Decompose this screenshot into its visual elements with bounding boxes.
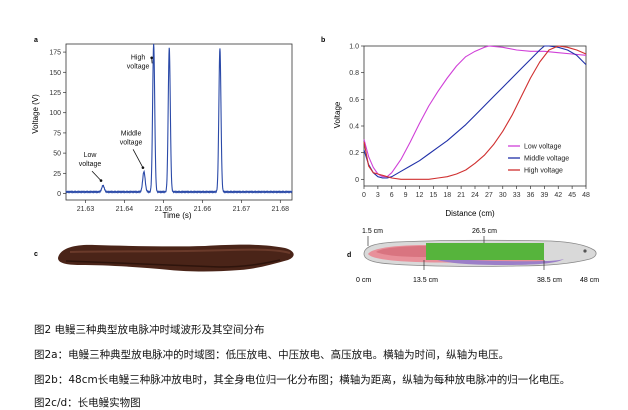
- x-tick-label-b: 9: [404, 192, 408, 199]
- y-axis-label-b: Voltage: [333, 101, 342, 128]
- y-tick-label-a: 0: [57, 191, 61, 198]
- panel-label-c: c: [34, 251, 38, 258]
- annotation-arrow: [92, 171, 101, 180]
- x-tick-label-b: 30: [499, 192, 507, 199]
- y-tick-label-a: 150: [49, 70, 61, 77]
- x-tick-label-b: 15: [429, 192, 437, 199]
- x-tick-label-a: 21.64: [116, 206, 134, 213]
- x-tick-label-b: 21: [457, 192, 465, 199]
- x-tick-label-b: 33: [513, 192, 521, 199]
- y-tick-label-a: 75: [53, 130, 61, 137]
- label-26-5cm: 26.5 cm: [472, 228, 497, 235]
- annotation-label: Middle: [121, 130, 142, 137]
- annotation-label: voltage: [120, 139, 143, 146]
- organ-green: [426, 243, 544, 260]
- eel-eye: [583, 249, 586, 252]
- x-tick-label-a: 21.65: [155, 206, 173, 213]
- label-48cm: 48 cm: [580, 277, 599, 284]
- annotation-arrowhead: [150, 56, 153, 59]
- x-tick-label-a: 21.66: [194, 206, 212, 213]
- legend-label: Low voltage: [524, 144, 561, 151]
- caption-2b: 图2b：48cm长电鳗三种脉冲放电时，其全身电位归一化分布图；横轴为距离，纵轴为…: [34, 372, 570, 387]
- y-tick-label-a: 50: [53, 151, 61, 158]
- caption-2a: 图2a：电鳗三种典型放电脉冲的时域图：低压放电、中压放电、高压放电。横轴为时间，…: [34, 347, 509, 362]
- y-tick-label-a: 175: [49, 50, 61, 57]
- annotation-arrow: [133, 149, 143, 167]
- eel-photo: c: [0, 232, 310, 282]
- plot-frame-a: [66, 44, 292, 200]
- y-tick-label-a: 125: [49, 90, 61, 97]
- label-0cm: 0 cm: [356, 277, 371, 284]
- x-tick-label-b: 6: [390, 192, 394, 199]
- panel-label-b: b: [321, 37, 325, 44]
- x-tick-label-b: 0: [362, 192, 366, 199]
- panel-label-a: a: [34, 37, 38, 44]
- y-tick-label-b: 1.0: [349, 44, 359, 51]
- legend-label: Middle voltage: [524, 156, 569, 163]
- x-tick-label-b: 24: [471, 192, 479, 199]
- y-tick-label-b: 0: [355, 177, 359, 184]
- y-tick-label-a: 25: [53, 171, 61, 178]
- x-tick-label-a: 21.63: [77, 206, 95, 213]
- waveform-line: [66, 44, 292, 193]
- label-38-5cm: 38.5 cm: [537, 277, 562, 284]
- x-tick-label-b: 3: [376, 192, 380, 199]
- panel-label-d: d: [347, 252, 351, 259]
- y-tick-label-b: 0.4: [349, 124, 359, 131]
- figure-panel-d: d 1.5 cm 26.5 cm 0 cm 13.5 cm 38.5 cm 48…: [316, 224, 628, 290]
- y-tick-label-b: 0.2: [349, 150, 359, 157]
- y-tick-label-a: 100: [49, 110, 61, 117]
- eel-schematic: d 1.5 cm 26.5 cm 0 cm 13.5 cm 38.5 cm 48…: [316, 224, 628, 290]
- x-tick-label-a: 21.68: [272, 206, 290, 213]
- x-tick-label-a: 21.67: [233, 206, 251, 213]
- annotation-arrowhead: [142, 166, 145, 169]
- figure-panel-b: b Voltage Distance (cm) 0 0.2 0.4 0.6 0.8 1.0…: [316, 28, 628, 228]
- x-tick-label-b: 27: [485, 192, 493, 199]
- x-tick-label-b: 39: [540, 192, 548, 199]
- x-tick-label-b: 12: [416, 192, 424, 199]
- figure-title: 图2 电鳗三种典型放电脉冲时域波形及其空间分布: [34, 322, 265, 337]
- x-tick-label-b: 18: [443, 192, 451, 199]
- x-tick-label-b: 42: [554, 192, 562, 199]
- annotation-label: High: [131, 54, 146, 61]
- annotation-label: voltage: [79, 161, 102, 168]
- chart-b: b Voltage Distance (cm) 0 0.2 0.4 0.6 0.8 1.0…: [316, 28, 628, 228]
- label-1-5cm: 1.5 cm: [362, 228, 383, 235]
- legend-label: High voltage: [524, 168, 563, 175]
- x-axis-label-b: Distance (cm): [445, 209, 495, 218]
- caption-2cd: 图2c/d：长电鳗实物图: [34, 395, 141, 410]
- chart-a: a Voltage (V) Time (s) 02550751001251501…: [0, 28, 310, 228]
- annotation-label: Low: [84, 152, 98, 159]
- y-tick-label-b: 0.6: [349, 97, 359, 104]
- figure-panel-c: c: [0, 232, 310, 282]
- x-tick-label-b: 36: [527, 192, 535, 199]
- x-tick-label-b: 48: [582, 192, 590, 199]
- x-tick-label-b: 45: [568, 192, 576, 199]
- y-tick-label-b: 0.8: [349, 70, 359, 77]
- annotation-arrowhead: [100, 179, 103, 182]
- y-axis-label-a: Voltage (V): [31, 94, 40, 134]
- annotation-label: voltage: [127, 63, 150, 70]
- label-13-5cm: 13.5 cm: [413, 277, 438, 284]
